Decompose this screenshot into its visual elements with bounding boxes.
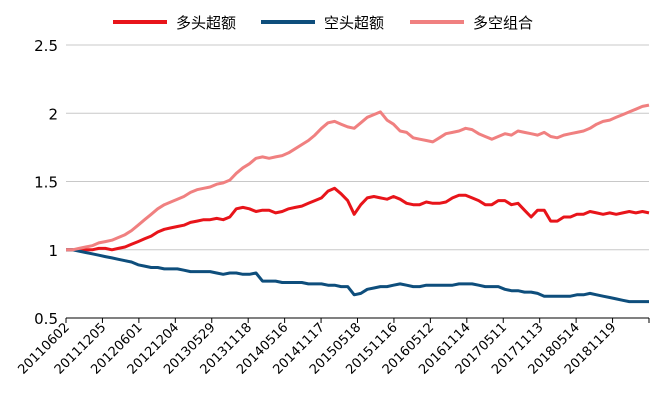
y-tick-label: 0.5 bbox=[34, 310, 58, 328]
legend-label-short: 空头超额 bbox=[324, 14, 384, 32]
legend-label-long: 多头超额 bbox=[176, 14, 236, 32]
x-axis: 2011060220111205201206012012120420130529… bbox=[15, 317, 650, 378]
y-tick-label: 1 bbox=[48, 242, 58, 260]
y-tick-label: 2 bbox=[48, 105, 58, 123]
y-axis-ticks: 0.5 1 1.5 2 2.5 bbox=[34, 37, 58, 328]
y-tick-label: 2.5 bbox=[34, 37, 58, 55]
gridlines bbox=[66, 44, 649, 251]
series-line-0 bbox=[66, 186, 650, 252]
y-tick-label: 1.5 bbox=[34, 174, 58, 192]
series-line-1 bbox=[66, 248, 649, 304]
legend-item-short: 空头超额 bbox=[261, 14, 384, 32]
legend-label-longshort: 多空组合 bbox=[473, 14, 533, 32]
series-line-2 bbox=[66, 103, 650, 252]
legend-item-long: 多头超额 bbox=[113, 14, 236, 32]
legend-item-longshort: 多空组合 bbox=[410, 14, 533, 32]
legend: 多头超额 空头超额 多空组合 bbox=[113, 14, 533, 32]
series-lines bbox=[66, 103, 650, 304]
